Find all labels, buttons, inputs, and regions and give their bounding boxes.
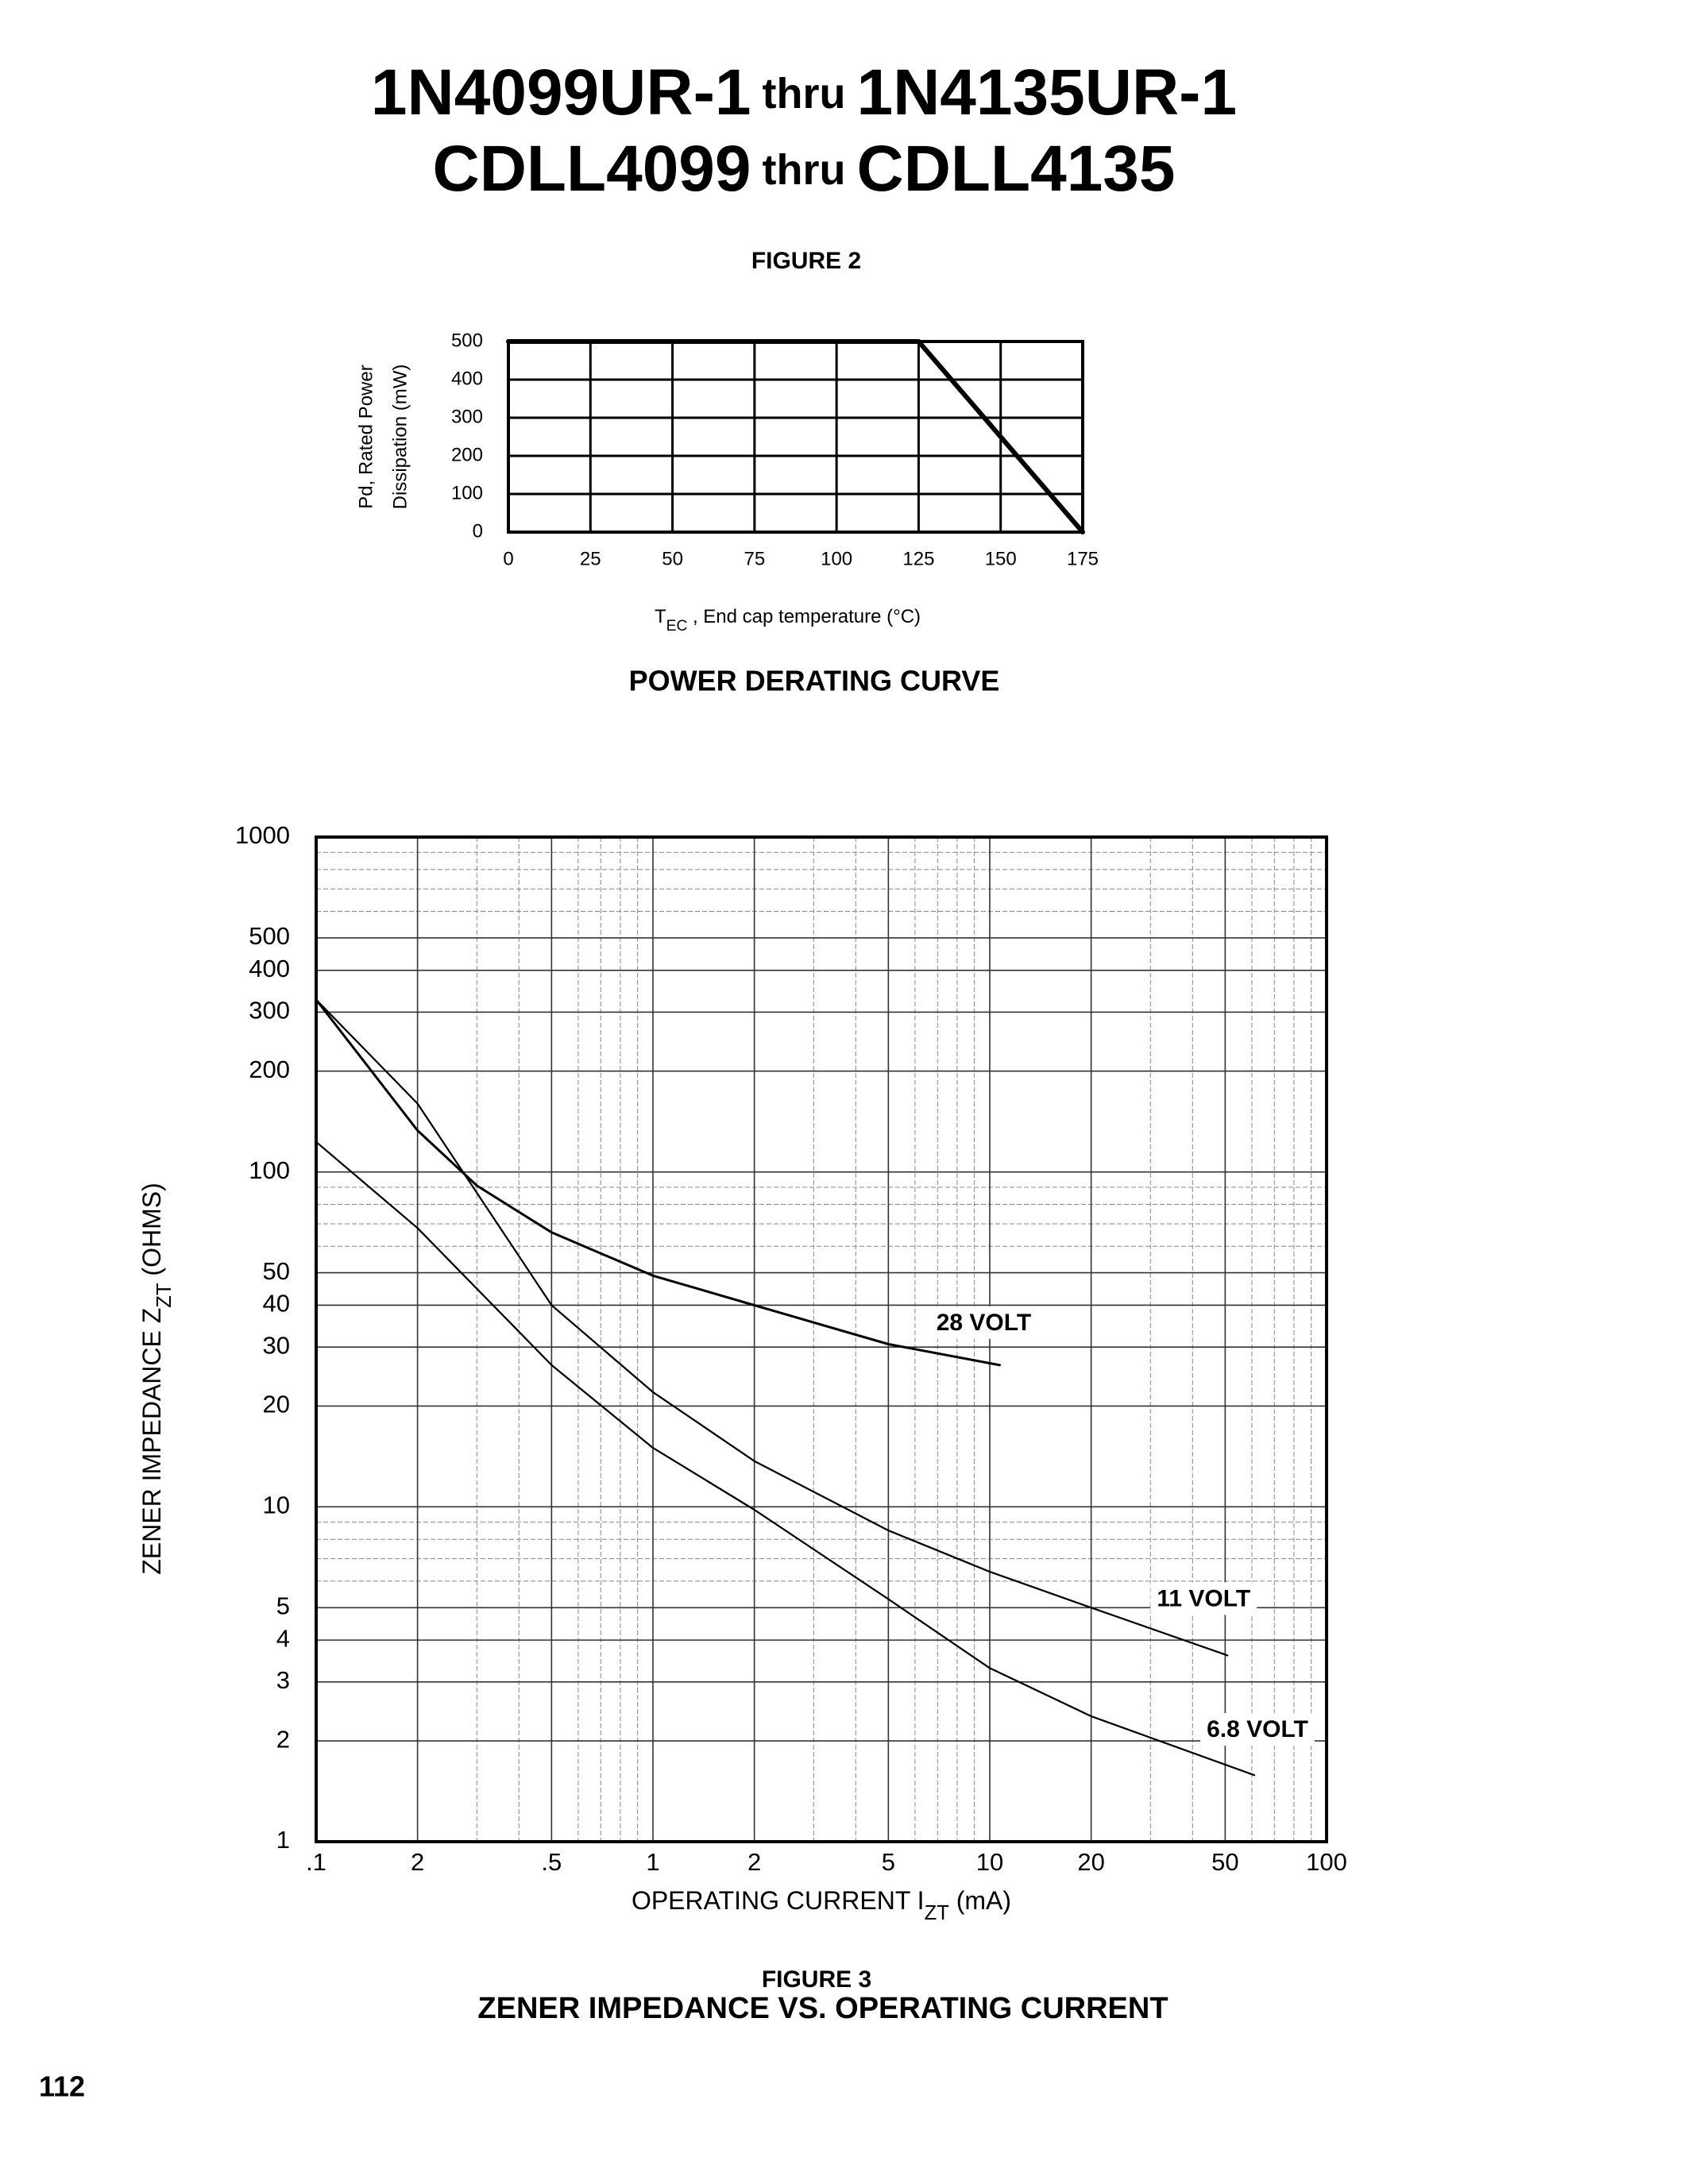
- y-tick-label: 500: [451, 330, 483, 351]
- title-line: 1N4099UR-1 thru 1N4135UR-1: [371, 56, 1237, 129]
- y-tick-label: 400: [451, 368, 483, 389]
- y-tick-label: 2: [276, 1725, 290, 1753]
- x-tick-label: 2: [411, 1848, 424, 1876]
- y-tick-label: 1000: [235, 821, 290, 849]
- curve-label: 6.8 VOLT: [1207, 1716, 1308, 1742]
- label-background: [1200, 1713, 1315, 1746]
- y-tick-label: 10: [263, 1491, 290, 1519]
- part-number: 1N4099UR-1: [371, 56, 751, 129]
- y-axis-label: Pd, Rated Power: [355, 365, 377, 508]
- y-tick-label: 5: [276, 1592, 290, 1619]
- x-tick-label: 25: [580, 548, 601, 569]
- x-axis-label: TEC , End cap temperature (°C): [655, 606, 921, 634]
- x-axis-label-main: OPERATING CURRENT I: [632, 1886, 925, 1915]
- x-axis-label-sub: ZT: [925, 1902, 950, 1924]
- y-tick-label: 30: [263, 1331, 290, 1359]
- x-axis-label: OPERATING CURRENT IZT (mA): [632, 1886, 1011, 1924]
- x-tick-label: 5: [882, 1848, 895, 1876]
- figure-label: FIGURE 2: [751, 248, 861, 274]
- y-tick-label: 100: [249, 1156, 290, 1184]
- y-tick-label: 0: [473, 520, 483, 542]
- part-number: CDLL4135: [856, 133, 1175, 205]
- y-axis-label-main: ZENER IMPEDANCE Z: [137, 1308, 166, 1575]
- y-tick-label: 20: [263, 1391, 290, 1418]
- title-line: CDLL4099 thru CDLL4135: [432, 133, 1175, 205]
- x-tick-label: 20: [1077, 1848, 1104, 1876]
- page-number: 112: [39, 2070, 85, 2103]
- label-background: [1150, 1582, 1257, 1615]
- y-axis-label: ZENER IMPEDANCE ZZT (OHMS): [137, 1183, 175, 1575]
- x-tick-label: 175: [1067, 548, 1099, 569]
- title-connector: thru: [763, 146, 846, 194]
- chart-title: POWER DERATING CURVE: [629, 665, 1000, 697]
- x-tick-label: 150: [985, 548, 1017, 569]
- label-background: [929, 1306, 1038, 1339]
- x-tick-label: 10: [976, 1848, 1003, 1876]
- y-tick-label: 300: [451, 406, 483, 427]
- y-axis-label: Dissipation (mW): [389, 365, 411, 510]
- x-tick-label: 125: [902, 548, 934, 569]
- x-tick-label: 75: [744, 548, 766, 569]
- curve-label: 11 VOLT: [1157, 1585, 1250, 1611]
- x-axis-label-rest: (mA): [949, 1886, 1011, 1915]
- y-tick-label: 300: [249, 997, 290, 1024]
- x-axis-label-main: T: [655, 606, 666, 627]
- part-number: CDLL4099: [432, 133, 751, 205]
- y-tick-label: 1: [276, 1826, 290, 1854]
- y-tick-label: 200: [249, 1055, 290, 1083]
- x-tick-label: 50: [1211, 1848, 1238, 1876]
- y-axis-label-rest: (OHMS): [137, 1183, 166, 1283]
- y-axis-label-sub: ZT: [153, 1283, 176, 1308]
- x-tick-label: 50: [662, 548, 683, 569]
- x-tick-label: 2: [747, 1848, 761, 1876]
- data-line: [315, 1140, 1256, 1777]
- x-tick-label: .1: [306, 1848, 326, 1876]
- y-tick-label: 40: [263, 1290, 290, 1318]
- x-tick-label: .5: [541, 1848, 562, 1876]
- y-tick-label: 4: [276, 1624, 290, 1652]
- x-axis-label-rest: , End cap temperature (°C): [687, 606, 921, 627]
- y-tick-label: 100: [451, 482, 483, 504]
- y-tick-label: 3: [276, 1666, 290, 1694]
- x-tick-label: 100: [821, 548, 852, 569]
- figure-label: FIGURE 3: [762, 1966, 871, 1993]
- data-line: [506, 339, 1085, 534]
- part-number: 1N4135UR-1: [856, 56, 1237, 129]
- y-tick-label: 200: [451, 444, 483, 465]
- x-tick-label: 100: [1306, 1848, 1347, 1876]
- curve-label: 28 VOLT: [937, 1310, 1031, 1336]
- x-tick-label: 0: [503, 548, 513, 569]
- y-tick-label: 50: [263, 1257, 290, 1285]
- data-line: [315, 998, 1001, 1367]
- title-connector: thru: [763, 70, 846, 118]
- chart-title: ZENER IMPEDANCE VS. OPERATING CURRENT: [477, 1992, 1168, 2025]
- x-axis-label-sub: EC: [666, 618, 688, 635]
- x-tick-label: 1: [646, 1848, 659, 1876]
- y-tick-label: 400: [249, 955, 290, 982]
- data-line: [315, 998, 1229, 1657]
- plot-frame: [315, 835, 1328, 1843]
- y-tick-label: 500: [249, 922, 290, 950]
